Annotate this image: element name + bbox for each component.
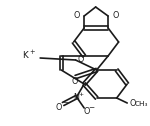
Text: CH₃: CH₃ <box>135 101 148 107</box>
Text: O: O <box>129 99 135 107</box>
Text: O: O <box>113 10 119 20</box>
Text: O: O <box>55 102 61 112</box>
Text: −: − <box>62 100 68 106</box>
Text: N: N <box>74 92 80 102</box>
Text: O: O <box>84 106 90 116</box>
Text: O: O <box>78 55 84 65</box>
Text: −: − <box>68 57 74 63</box>
Text: O: O <box>73 10 79 20</box>
Text: −: − <box>88 105 94 111</box>
Text: +: + <box>79 91 84 97</box>
Text: O: O <box>71 76 78 86</box>
Text: K: K <box>22 52 28 60</box>
Text: +: + <box>29 49 34 55</box>
